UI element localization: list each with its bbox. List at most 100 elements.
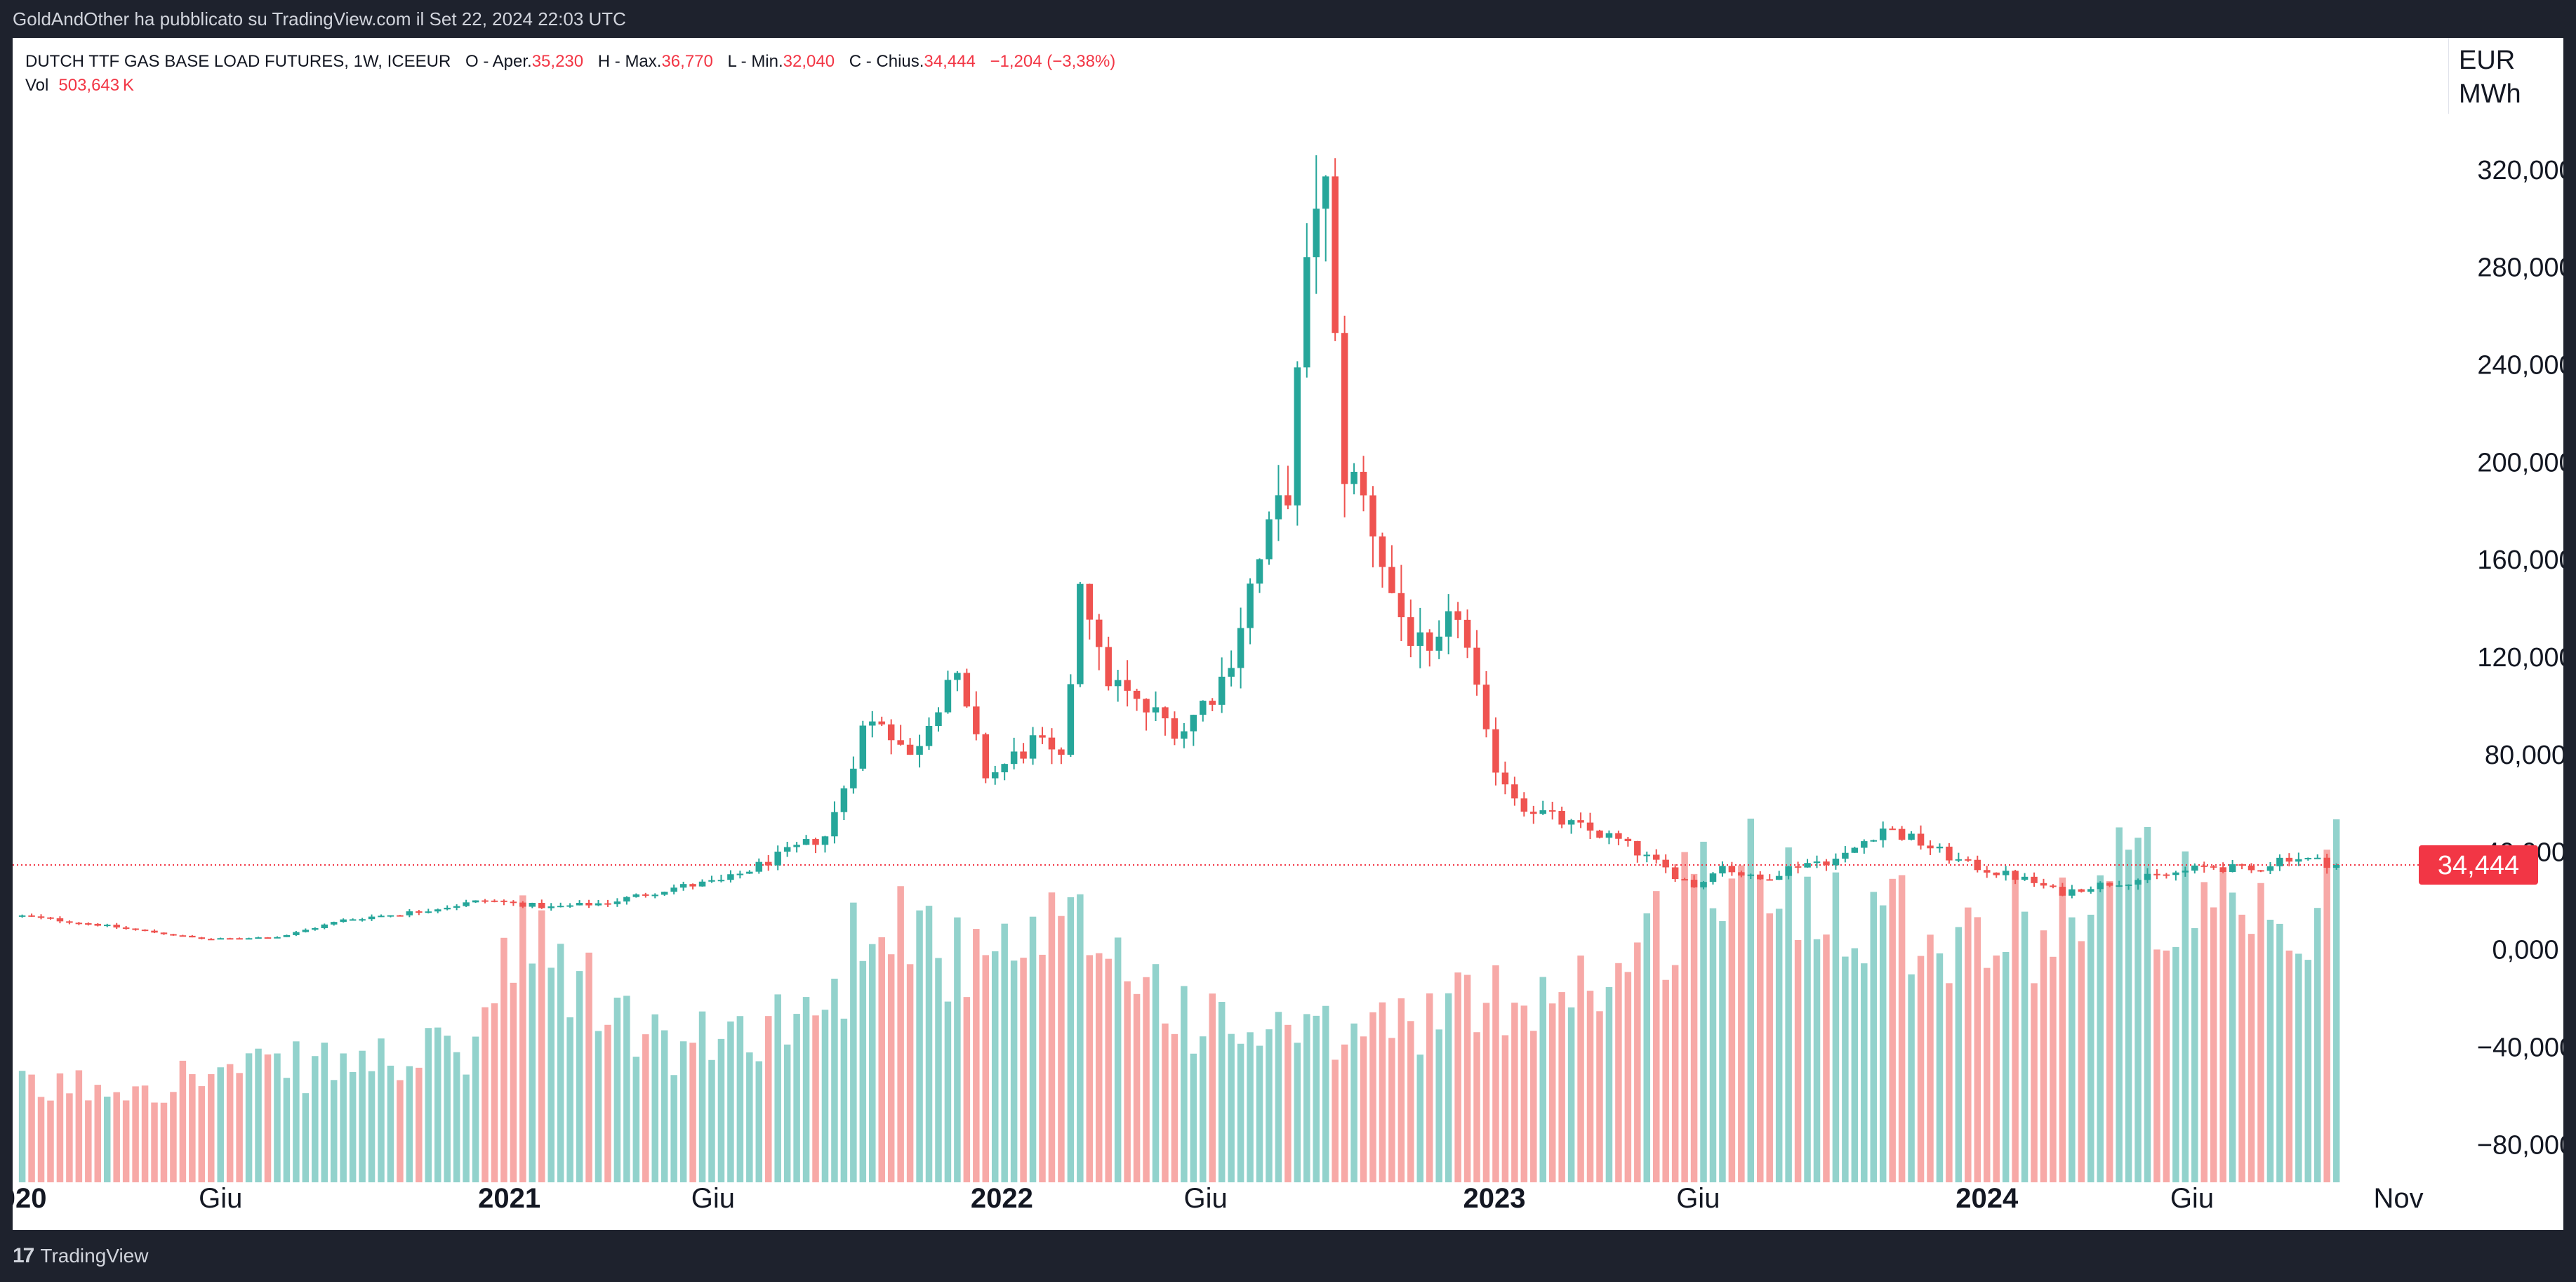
legend-vol-label: Vol <box>25 76 49 95</box>
candle-body <box>1435 636 1442 651</box>
candle-body <box>94 923 102 926</box>
legend-open-label: O - Aper. <box>465 52 532 71</box>
x-tick-label: 2021 <box>478 1183 540 1214</box>
candle-body <box>679 884 687 888</box>
volume-bar <box>387 1065 394 1182</box>
candle-body <box>1634 841 1641 856</box>
volume-bar <box>66 1093 73 1182</box>
footer-brand[interactable]: TradingView <box>40 1245 149 1267</box>
volume-bar <box>1114 937 1122 1182</box>
volume-bar <box>2021 911 2029 1182</box>
volume-bar <box>1719 921 1726 1182</box>
volume-bar <box>1058 916 1065 1182</box>
volume-bar <box>491 1003 498 1182</box>
candle-body <box>1709 873 1717 883</box>
price-unit-selector[interactable]: EUR MWh <box>2448 38 2563 114</box>
tradingview-logo-icon[interactable]: 17 <box>13 1244 34 1267</box>
candle-body <box>1152 707 1160 713</box>
candle-body <box>1530 812 1537 814</box>
x-tick-label: Nov <box>2374 1183 2424 1214</box>
volume-bar <box>1681 852 1688 1182</box>
candle-body <box>2144 873 2151 880</box>
volume-bar <box>1209 993 1216 1182</box>
candle-body <box>1586 822 1594 831</box>
legend-open-value: 35,230 <box>531 52 584 71</box>
candle-body <box>189 935 196 938</box>
candle-body <box>1360 472 1367 496</box>
candle-body <box>623 897 630 901</box>
y-tick-label: −80,000 <box>2477 1130 2563 1160</box>
volume-bar <box>2191 928 2198 1182</box>
volume-bar <box>746 1052 753 1182</box>
candle-body <box>812 839 819 845</box>
candle-body <box>1463 619 1471 648</box>
candle-body <box>698 881 706 887</box>
candle-body <box>151 930 158 933</box>
price-axis[interactable]: −80,000−40,0000,00040,00080,000120,00016… <box>2477 156 2563 1161</box>
candle-body <box>954 673 961 680</box>
volume-bar <box>2106 880 2113 1182</box>
candle-body <box>2172 872 2179 875</box>
candle-body <box>660 892 668 895</box>
volume-bar <box>529 963 536 1182</box>
candle-body <box>236 938 243 940</box>
volume-bar <box>1501 1035 1509 1182</box>
volume-bar <box>1586 991 1594 1182</box>
volume-bar <box>283 1078 291 1182</box>
candle-body <box>103 925 111 927</box>
candle-body <box>906 744 914 755</box>
volume-bar <box>2257 883 2264 1182</box>
candle-body <box>1813 861 1821 864</box>
volume-bar <box>1020 958 1027 1182</box>
candle-body <box>1322 176 1329 209</box>
volume-bar <box>510 982 517 1182</box>
candle-body <box>1548 810 1556 812</box>
candle-body <box>293 932 300 935</box>
volume-bar <box>1266 1029 1273 1182</box>
candle-body <box>1067 684 1075 755</box>
volume-bar <box>2050 956 2057 1182</box>
volume-bar <box>255 1048 262 1182</box>
candle-body <box>463 902 470 906</box>
volume-bar <box>2078 941 2085 1182</box>
candle-body <box>2313 857 2321 859</box>
candle-body <box>783 847 791 852</box>
chart-panel[interactable]: −80,000−40,0000,00040,00080,000120,00016… <box>13 38 2563 1230</box>
candle-body <box>2257 870 2264 872</box>
volume-bar <box>28 1074 35 1182</box>
candle-body <box>1313 209 1320 258</box>
volume-bar <box>1332 1059 1339 1182</box>
candlestick-chart[interactable]: −80,000−40,0000,00040,00080,000120,00016… <box>13 38 2563 1230</box>
volume-bar <box>793 1014 800 1182</box>
candle-body <box>935 712 942 727</box>
candle-body <box>491 900 498 902</box>
candle-body <box>840 788 848 812</box>
candle-body <box>850 768 857 788</box>
candle-body <box>2238 864 2245 866</box>
volume-bar <box>736 1016 744 1182</box>
candle-body <box>1010 751 1018 765</box>
time-axis[interactable]: 2020 Giu 2021 Giu 2022 Giu 2023 Giu 2024 Giu Nov <box>13 1183 2424 1214</box>
y-tick-label: 120,000 <box>2477 643 2563 673</box>
candle-body <box>472 900 479 903</box>
volume-bar <box>1775 908 1783 1182</box>
candle-body <box>1993 872 2000 875</box>
volume-bar <box>1511 1003 1518 1182</box>
candle-body <box>925 726 933 746</box>
volume-bar <box>274 1053 281 1182</box>
volume-bar <box>1936 953 1944 1182</box>
volume-bar <box>2135 838 2142 1182</box>
candle-body <box>1804 863 1811 868</box>
candle-body <box>1275 495 1282 520</box>
candle-body <box>1086 583 1094 620</box>
volume-bar <box>604 1024 611 1182</box>
candle-body <box>1029 735 1037 759</box>
candle-body <box>1577 820 1584 823</box>
candle-body <box>869 721 876 726</box>
volume-bar <box>1747 818 1755 1182</box>
volume-bar <box>236 1073 243 1182</box>
candle-body <box>47 917 54 919</box>
candle-body <box>793 845 800 847</box>
candle-body <box>406 911 413 916</box>
candle-body <box>1445 611 1452 637</box>
